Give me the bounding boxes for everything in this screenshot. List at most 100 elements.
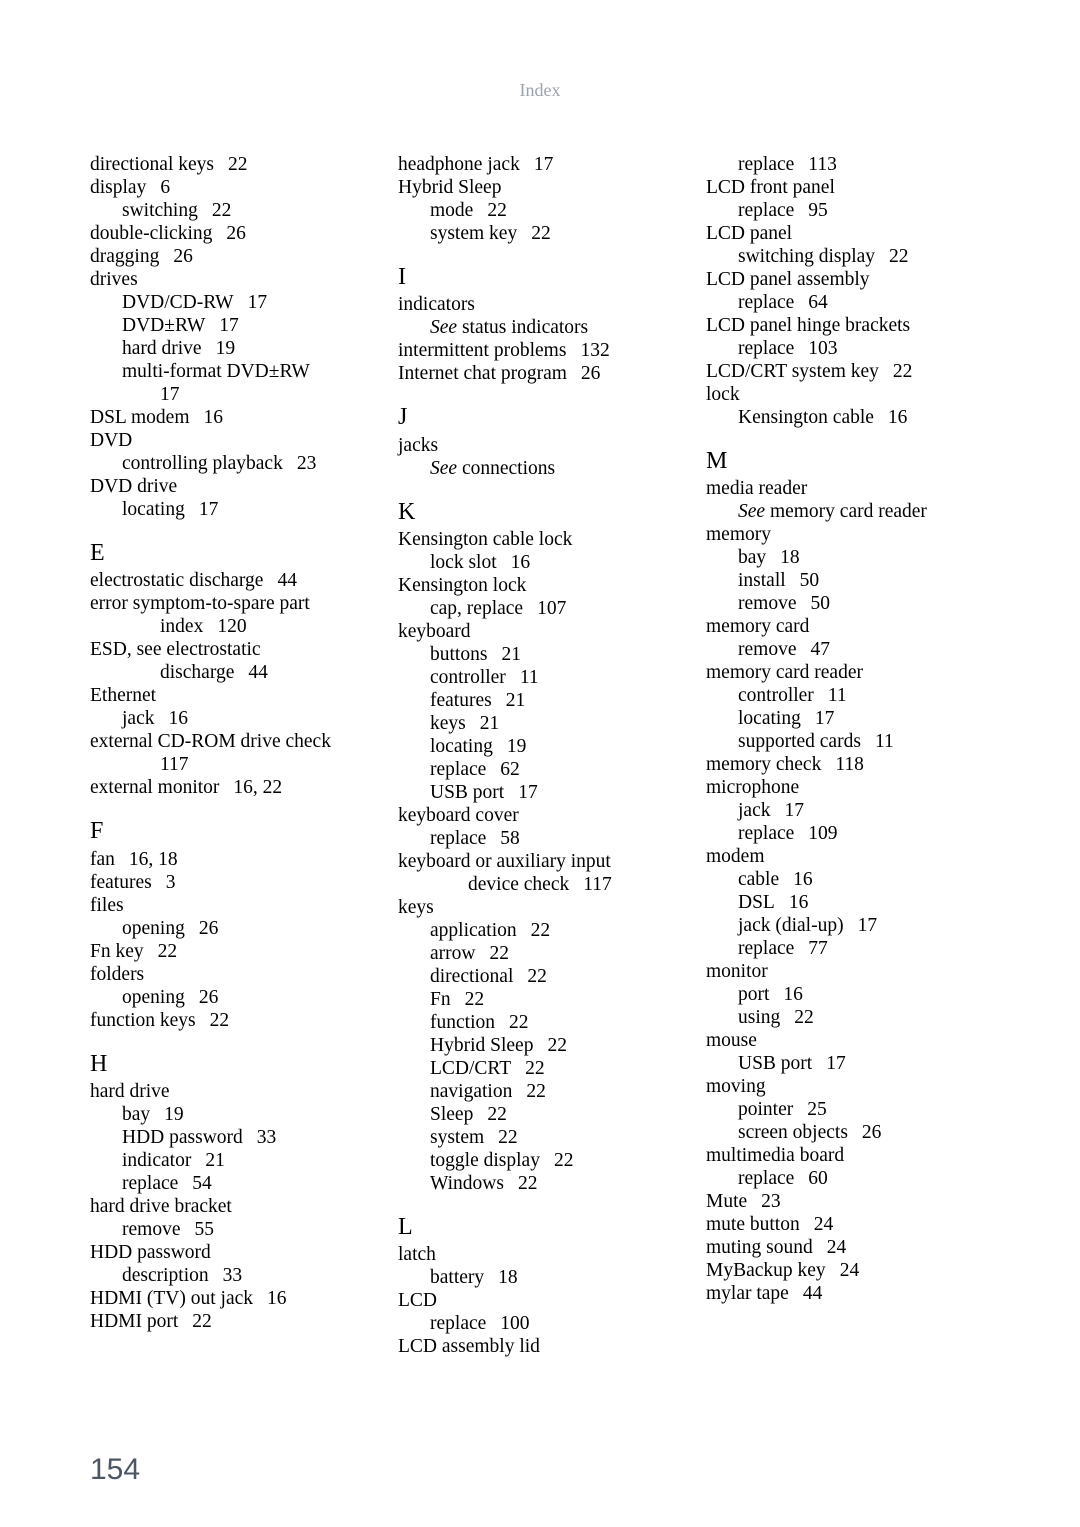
index-page-ref: 103 [808, 338, 837, 359]
index-entry: function22 [398, 1011, 682, 1034]
index-term: function keys [90, 1010, 196, 1031]
index-page-ref: 22 [158, 941, 178, 962]
index-term: Hybrid Sleep [430, 1035, 533, 1056]
index-page-ref: 16 [511, 552, 531, 573]
index-term: electrostatic discharge [90, 570, 263, 591]
index-page-ref: 22 [794, 1007, 814, 1028]
index-term: locating [430, 736, 493, 757]
section-letter-k: K [398, 498, 682, 526]
index-page-ref: 109 [808, 823, 837, 844]
index-entry: opening26 [90, 917, 374, 940]
index-page-ref: 24 [840, 1260, 860, 1281]
index-entry: Windows22 [398, 1172, 682, 1195]
index-term: muting sound [706, 1237, 813, 1258]
index-page-ref: 58 [500, 828, 520, 849]
index-term: DVD/CD-RW [122, 292, 234, 313]
index-term: memory card reader [706, 662, 863, 683]
index-term: folders [90, 964, 144, 985]
index-page-ref: 95 [808, 200, 828, 221]
index-page-ref: 22 [554, 1150, 574, 1171]
index-term: memory [706, 524, 771, 545]
index-page-ref: 22 [531, 223, 551, 244]
index-term: 117 [160, 754, 189, 775]
index-entry: See status indicators [398, 316, 682, 339]
index-entry: locating17 [706, 707, 990, 730]
index-term: multimedia board [706, 1145, 844, 1166]
section-letter-i: I [398, 263, 682, 291]
section-letter-m: M [706, 447, 990, 475]
index-term: external CD-ROM drive check [90, 731, 331, 752]
index-page-ref: 44 [277, 570, 297, 591]
see-target: memory card reader [765, 501, 927, 522]
index-term: lock [706, 384, 740, 405]
index-page-ref: 19 [216, 338, 236, 359]
index-entry: DVD [90, 429, 374, 452]
index-entry: indicators [398, 293, 682, 316]
index-entry: drives [90, 268, 374, 291]
index-page-ref: 22 [212, 200, 232, 221]
index-entry: system22 [398, 1126, 682, 1149]
index-entry: DSL16 [706, 891, 990, 914]
index-entry: intermittent problems132 [398, 339, 682, 362]
index-entry: buttons21 [398, 643, 682, 666]
index-page-ref: 17 [199, 499, 219, 520]
index-page: Index directional keys22display6switchin… [0, 0, 1080, 1527]
index-term: hard drive [90, 1081, 170, 1102]
index-entry: mouse [706, 1029, 990, 1052]
index-entry: 117 [90, 753, 374, 776]
index-term: replace [430, 828, 486, 849]
index-page-ref: 44 [248, 662, 268, 683]
index-page-ref: 22 [525, 1058, 545, 1079]
index-entry: dragging26 [90, 245, 374, 268]
index-entry: locating19 [398, 735, 682, 758]
index-entry: 17 [90, 383, 374, 406]
index-page-ref: 23 [297, 453, 317, 474]
index-entry: jack17 [706, 799, 990, 822]
index-entry: arrow22 [398, 942, 682, 965]
index-entry: toggle display22 [398, 1149, 682, 1172]
index-page-ref: 50 [800, 570, 820, 591]
see-target: connections [457, 458, 555, 479]
index-entry: fan16, 18 [90, 848, 374, 871]
index-page-ref: 17 [219, 315, 239, 336]
index-term: screen objects [738, 1122, 848, 1143]
index-entry: keys [398, 896, 682, 919]
index-term: HDMI (TV) out jack [90, 1288, 253, 1309]
index-entry: HDMI (TV) out jack16 [90, 1287, 374, 1310]
index-page-ref: 17 [518, 782, 538, 803]
index-entry: directional keys22 [90, 153, 374, 176]
index-term: modem [706, 846, 765, 867]
index-term: Internet chat program [398, 363, 567, 384]
index-entry: screen objects26 [706, 1121, 990, 1144]
index-term: mode [430, 200, 473, 221]
index-page-ref: 21 [506, 690, 526, 711]
index-entry: cable16 [706, 868, 990, 891]
index-page-ref: 11 [828, 685, 847, 706]
index-page-ref: 55 [194, 1219, 214, 1240]
index-entry: lock [706, 383, 990, 406]
index-entry: external monitor16, 22 [90, 776, 374, 799]
index-entry: hard drive 19 [90, 337, 374, 360]
index-term: description [122, 1265, 209, 1286]
index-term: keyboard [398, 621, 471, 642]
index-entry: replace62 [398, 758, 682, 781]
index-term: switching [122, 200, 198, 221]
index-entry: application22 [398, 919, 682, 942]
index-term: replace [430, 1313, 486, 1334]
index-term: replace [738, 938, 794, 959]
index-entry: bay19 [90, 1103, 374, 1126]
index-term: replace [738, 823, 794, 844]
index-page-ref: 22 [526, 1081, 546, 1102]
index-term: function [430, 1012, 495, 1033]
index-term: remove [738, 593, 796, 614]
index-term: hard drive [122, 338, 202, 359]
index-term: pointer [738, 1099, 793, 1120]
index-entry: using22 [706, 1006, 990, 1029]
index-term: LCD assembly lid [398, 1336, 540, 1357]
index-entry: DSL modem16 [90, 406, 374, 429]
index-page-ref: 22 [465, 989, 485, 1010]
index-entry: Fn key22 [90, 940, 374, 963]
index-entry: LCD panel hinge brackets [706, 314, 990, 337]
index-page-ref: 17 [534, 154, 554, 175]
index-term: indicator [122, 1150, 191, 1171]
